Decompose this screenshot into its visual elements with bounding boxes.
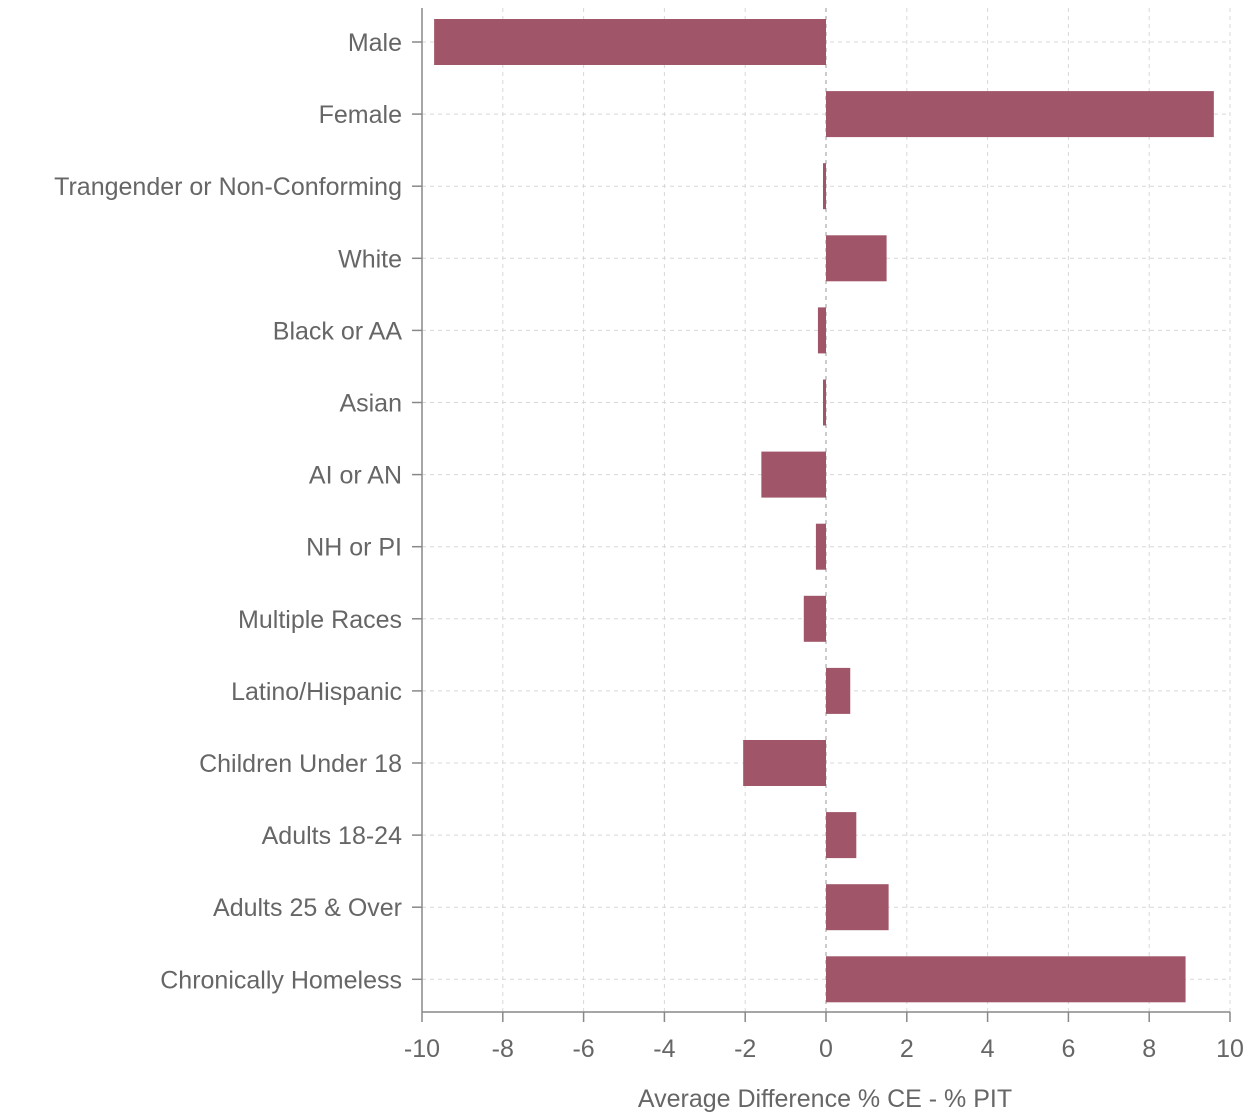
y-axis: Male Female Trangender or Non-Conforming Wh… bbox=[54, 8, 423, 1012]
category-label: Trangender or Non-Conforming bbox=[54, 173, 402, 201]
x-axis: -10 -8 -6 -4 -2 0 2 4 6 8 10 bbox=[404, 1011, 1244, 1063]
bar-7 bbox=[815, 523, 826, 570]
x-tick-label: -6 bbox=[572, 1035, 594, 1063]
x-tick-label: 0 bbox=[819, 1035, 833, 1063]
x-tick-label: -2 bbox=[734, 1035, 756, 1063]
category-label: Female bbox=[319, 101, 402, 129]
x-tick-label: 10 bbox=[1216, 1035, 1244, 1063]
grid bbox=[421, 8, 1231, 1012]
bar-8 bbox=[803, 595, 826, 642]
category-label: Male bbox=[348, 29, 402, 57]
x-tick-label: -10 bbox=[404, 1035, 440, 1063]
category-label: White bbox=[338, 245, 402, 273]
bar-6 bbox=[761, 451, 826, 498]
category-label: Multiple Races bbox=[238, 606, 402, 634]
category-label: NH or PI bbox=[306, 534, 402, 562]
bars bbox=[434, 19, 1214, 1003]
bar-2 bbox=[823, 163, 826, 210]
category-label: Children Under 18 bbox=[199, 750, 402, 778]
category-label: Black or AA bbox=[273, 317, 403, 345]
bar-5 bbox=[823, 379, 826, 426]
bar-11 bbox=[826, 812, 857, 859]
category-label: AI or AN bbox=[309, 462, 402, 490]
x-tick-label: -8 bbox=[492, 1035, 514, 1063]
category-label: Latino/Hispanic bbox=[231, 678, 402, 706]
category-label: Asian bbox=[339, 390, 402, 418]
bar-4 bbox=[817, 307, 826, 354]
x-axis-title: Average Difference % CE - % PIT bbox=[638, 1085, 1012, 1113]
bar-3 bbox=[826, 235, 887, 282]
x-tick-label: 4 bbox=[981, 1035, 995, 1063]
x-tick-label: 6 bbox=[1061, 1035, 1075, 1063]
category-label: Adults 25 & Over bbox=[213, 894, 402, 922]
category-label: Chronically Homeless bbox=[160, 966, 402, 994]
category-label: Adults 18-24 bbox=[262, 822, 402, 850]
bar-1 bbox=[826, 91, 1214, 138]
bar-13 bbox=[826, 956, 1186, 1003]
bar-0 bbox=[434, 19, 826, 65]
x-tick-label: 8 bbox=[1142, 1035, 1156, 1063]
bar-9 bbox=[826, 667, 851, 714]
bar-12 bbox=[826, 884, 889, 931]
x-tick-label: -4 bbox=[653, 1035, 675, 1063]
bar-10 bbox=[743, 740, 826, 786]
x-tick-label: 2 bbox=[900, 1035, 914, 1063]
